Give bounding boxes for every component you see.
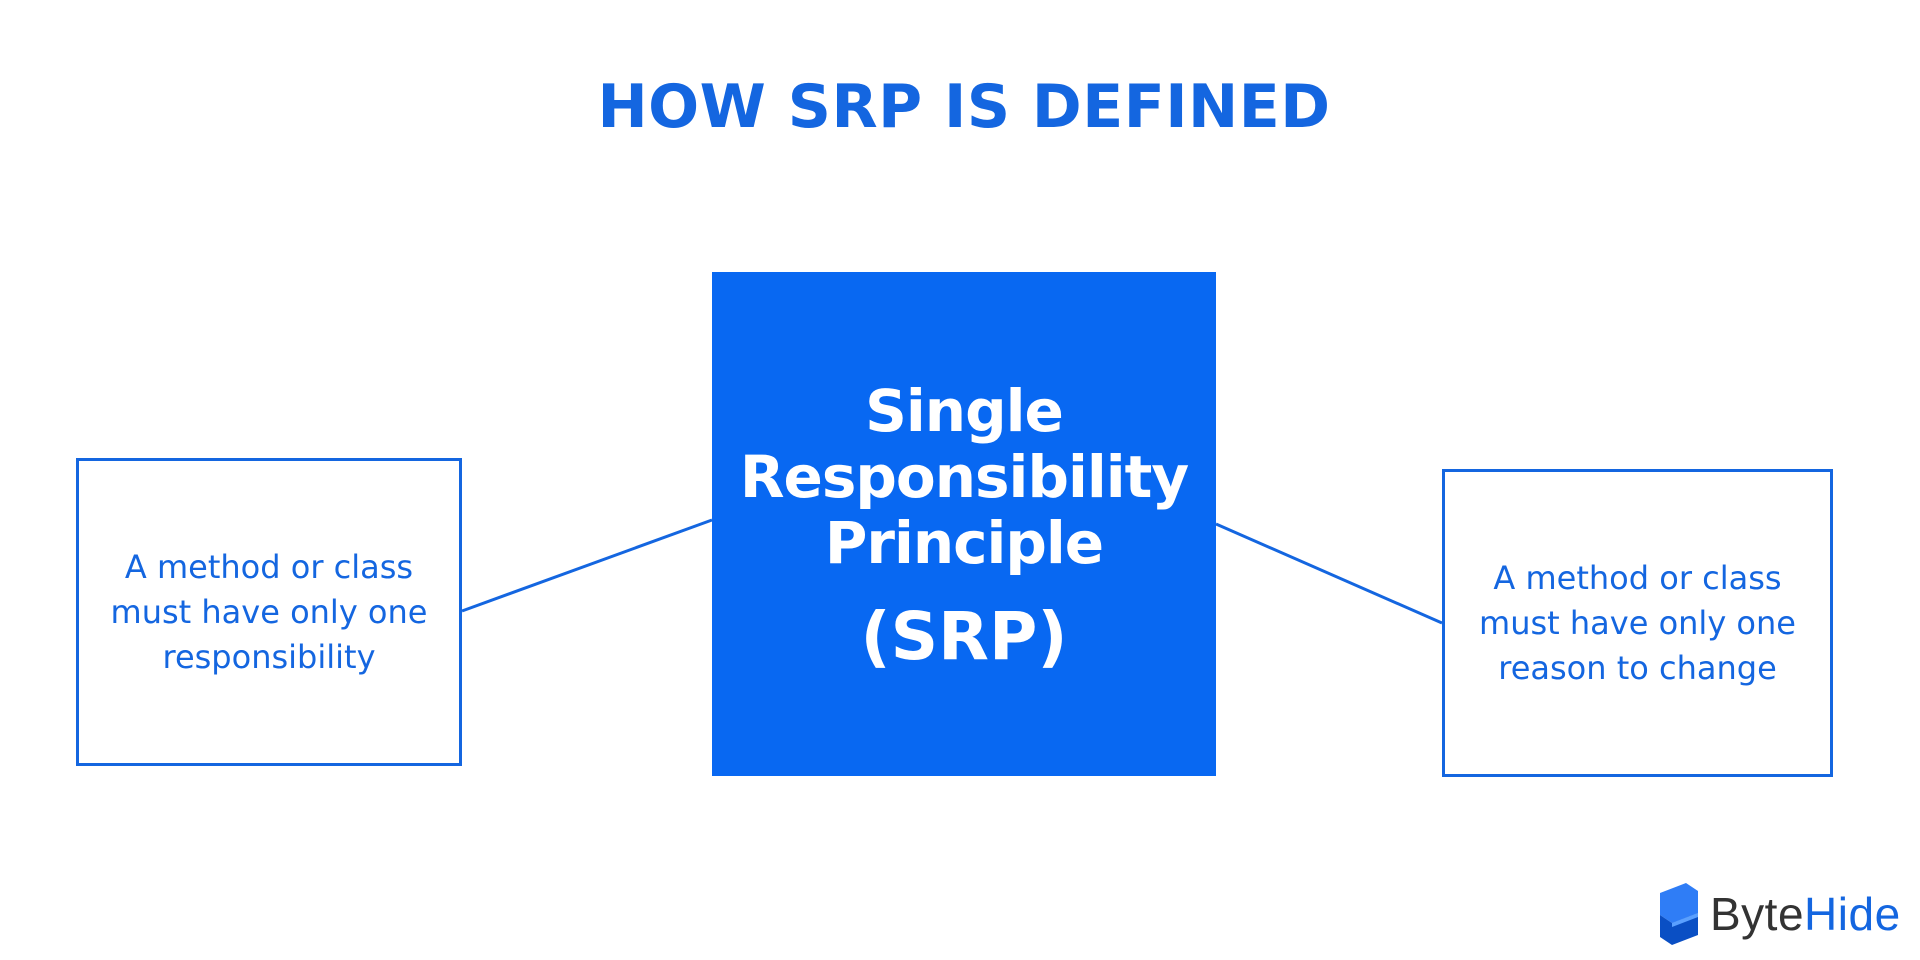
definition-box-right: A method or class must have only one rea…: [1442, 469, 1833, 777]
bytehide-logo-icon: [1660, 883, 1698, 945]
diagram-title: HOW SRP IS DEFINED: [597, 72, 1331, 142]
center-abbreviation: (SRP): [860, 597, 1068, 675]
definition-box-left: A method or class must have only one res…: [76, 458, 462, 766]
bytehide-logo: ByteHide: [1656, 882, 1901, 946]
bytehide-logo-text: ByteHide: [1710, 887, 1901, 941]
definition-right-text: A method or class must have only one rea…: [1479, 558, 1796, 687]
connector-left: [461, 518, 713, 613]
logo-text-hide: Hide: [1804, 888, 1901, 940]
center-title: Single Responsibility Principle: [739, 376, 1189, 577]
center-concept-box: Single Responsibility Principle (SRP): [712, 272, 1216, 776]
definition-left-text: A method or class must have only one res…: [110, 547, 428, 676]
logo-text-byte: Byte: [1710, 888, 1805, 940]
connector-right: [1215, 522, 1443, 625]
